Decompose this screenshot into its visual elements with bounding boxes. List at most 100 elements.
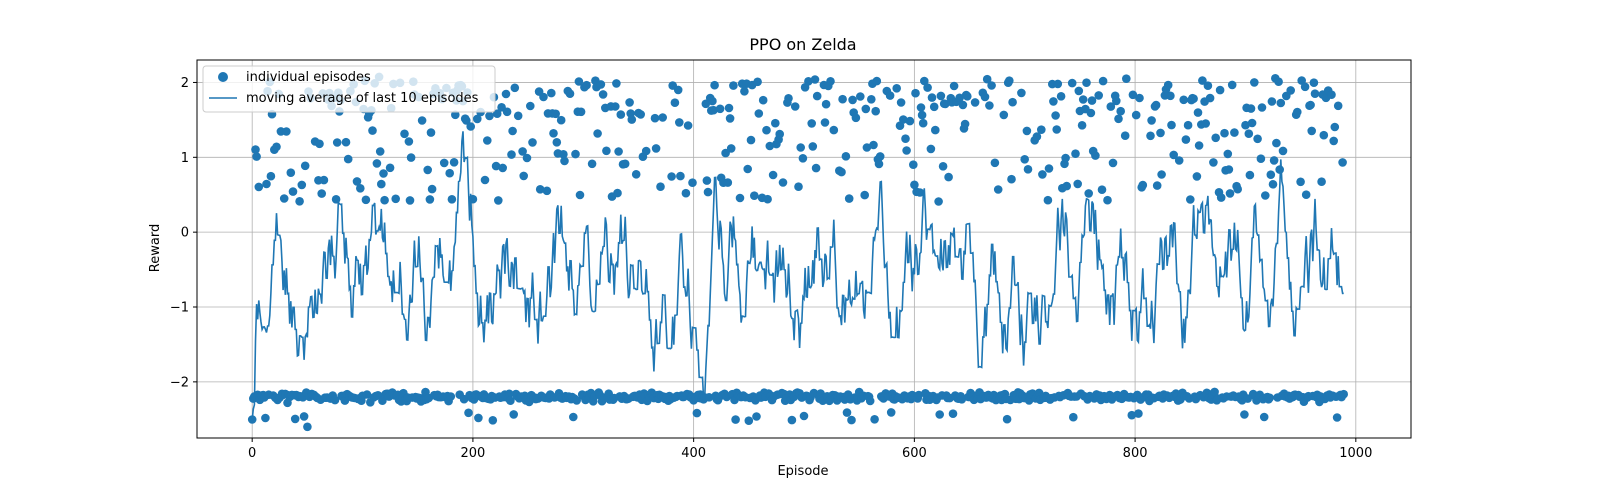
scatter-point	[417, 116, 427, 125]
scatter-point	[518, 147, 527, 156]
scatter-point	[1307, 126, 1316, 136]
scatter-point	[488, 416, 498, 425]
scatter-point	[602, 146, 611, 156]
scatter-point	[1074, 86, 1084, 96]
scatter-point	[1306, 100, 1315, 110]
scatter-point	[762, 125, 771, 135]
scatter-point	[683, 121, 693, 130]
y-tick-label: 1	[181, 151, 189, 166]
scatter-point	[1134, 409, 1143, 418]
scatter-point	[332, 138, 342, 147]
scatter-point	[702, 176, 712, 185]
scatter-point	[1084, 189, 1093, 198]
scatter-point	[535, 185, 545, 194]
scatter-point	[1098, 76, 1108, 86]
scatter-point	[844, 194, 854, 203]
legend-box	[202, 65, 496, 113]
scatter-point	[528, 138, 537, 147]
scatter-point	[944, 172, 953, 182]
scatter-point	[856, 92, 865, 101]
scatter-point	[1069, 412, 1078, 422]
scatter-point	[288, 187, 298, 196]
scatter-point	[556, 115, 566, 125]
scatter-point	[611, 102, 620, 111]
scatter-point	[1198, 76, 1207, 85]
scatter-point	[1225, 189, 1235, 198]
scatter-point	[658, 113, 667, 122]
scatter-point	[300, 161, 310, 171]
scatter-point	[1166, 91, 1175, 101]
scatter-point	[955, 93, 964, 103]
scatter-point	[1192, 172, 1202, 181]
scatter-point	[480, 175, 490, 185]
scatter-point	[982, 74, 992, 84]
y-axis-ticks: −2 −1 0 1 2	[170, 76, 197, 390]
scatter-point	[1215, 85, 1225, 95]
scatter-point	[575, 190, 585, 200]
scatter-point	[985, 101, 994, 110]
scatter-point	[505, 389, 514, 399]
scatter-point	[613, 188, 622, 198]
scatter-point	[1053, 79, 1063, 89]
scatter-point	[343, 154, 353, 164]
grid	[197, 60, 1411, 438]
scatter-point	[1268, 180, 1278, 189]
x-tick-label: 600	[902, 446, 927, 461]
scatter-point	[1073, 179, 1082, 189]
scatter-point	[692, 408, 702, 418]
x-tick-label: 800	[1123, 446, 1148, 461]
scatter-point	[771, 118, 780, 128]
scatter-point	[1250, 78, 1259, 87]
scatter-point	[547, 88, 556, 98]
scatter-point	[826, 77, 835, 86]
scatter-point	[775, 129, 784, 139]
scatter-point	[1327, 90, 1336, 99]
scatter-point	[1122, 74, 1131, 83]
scatter-point	[404, 137, 414, 146]
scatter-point	[1310, 89, 1320, 98]
scatter-point	[784, 94, 793, 103]
scatter-point	[837, 167, 846, 177]
scatter-point	[799, 411, 809, 421]
scatter-point	[746, 135, 756, 145]
scatter-point	[744, 416, 754, 426]
x-axis-ticks: 0 200 400 600 800 1000	[248, 438, 1372, 461]
scatter-point	[914, 390, 924, 400]
scatter-point	[272, 142, 281, 152]
scatter-point	[1259, 412, 1269, 422]
scatter-point	[1152, 181, 1162, 190]
scatter-point	[1319, 130, 1329, 140]
scatter-point	[862, 143, 872, 152]
scatter-point	[941, 99, 950, 109]
scatter-point	[1203, 81, 1213, 90]
scatter-point	[317, 189, 327, 198]
scatter-point	[510, 83, 520, 93]
scatter-point	[1338, 158, 1347, 167]
scatter-point	[509, 410, 518, 419]
scatter-point	[1127, 410, 1137, 420]
scatter-point	[427, 184, 437, 194]
scatter-point	[787, 415, 797, 425]
scatter-point	[1077, 121, 1087, 130]
scatter-point	[1167, 120, 1176, 130]
scatter-point	[1227, 80, 1237, 90]
scatter-point	[1193, 108, 1203, 117]
scatter-point	[861, 104, 871, 114]
scatter-point	[905, 116, 915, 126]
scatter-point	[842, 408, 852, 417]
scatter-point	[522, 153, 532, 163]
scatter-point	[1205, 93, 1215, 103]
scatter-point	[865, 396, 875, 406]
scatter-point	[829, 125, 839, 135]
scatter-point	[1209, 158, 1218, 167]
scatter-point	[519, 171, 528, 181]
scatter-point	[1044, 164, 1054, 173]
scatter-point	[356, 184, 365, 193]
scatter-point	[569, 412, 578, 422]
scatter-point	[315, 139, 324, 149]
scatter-point	[931, 125, 940, 135]
scatter-point	[1061, 153, 1070, 163]
scatter-point	[1120, 131, 1130, 140]
scatter-point	[508, 126, 517, 136]
